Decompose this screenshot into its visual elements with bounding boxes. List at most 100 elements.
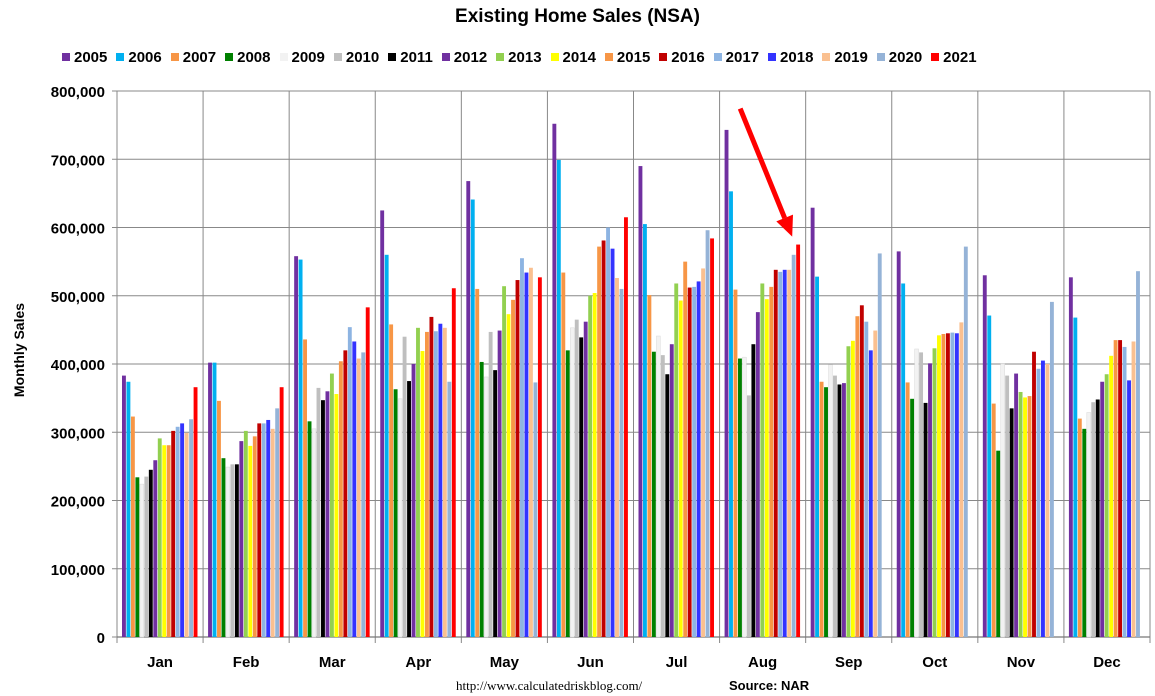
bar-2019-Dec bbox=[1131, 341, 1136, 637]
bar-2016-Sep bbox=[859, 305, 864, 637]
bar-2008-Nov bbox=[996, 450, 1001, 637]
legend-item-2014: 2014 bbox=[550, 49, 596, 66]
bar-2015-May bbox=[511, 299, 515, 637]
bar-2010-Aug bbox=[746, 395, 751, 637]
bar-2015-Jun bbox=[597, 246, 602, 638]
bar-2008-Apr bbox=[393, 389, 398, 637]
legend-swatch bbox=[550, 53, 559, 61]
legend-item-2006: 2006 bbox=[116, 49, 162, 66]
bar-2020-Nov bbox=[1049, 301, 1054, 637]
legend-item-2011: 2011 bbox=[388, 49, 433, 66]
bar-2014-Mar bbox=[334, 394, 339, 637]
bar-2010-Dec bbox=[1091, 402, 1096, 637]
legend-label: 2007 bbox=[182, 48, 217, 66]
bar-2007-Jun bbox=[561, 272, 566, 637]
x-tick-label: Jan bbox=[147, 654, 173, 671]
bar-2011-Jul bbox=[665, 374, 670, 637]
legend-item-2016: 2016 bbox=[659, 49, 705, 66]
bar-2015-Apr bbox=[425, 331, 429, 637]
x-tick-label: Nov bbox=[1007, 654, 1036, 671]
bar-2012-Oct bbox=[928, 363, 932, 637]
y-tick-label: 500,000 bbox=[51, 289, 105, 306]
bar-2010-May bbox=[488, 331, 493, 637]
legend-swatch bbox=[713, 53, 722, 61]
bar-2005-Aug bbox=[724, 129, 729, 637]
legend-swatch bbox=[768, 53, 777, 61]
legend-item-2008: 2008 bbox=[225, 48, 271, 66]
bar-2005-Jan bbox=[122, 375, 126, 637]
bar-2014-Apr bbox=[420, 351, 425, 637]
legend-swatch bbox=[225, 53, 234, 61]
footer-source: Source: NAR bbox=[729, 678, 810, 693]
legend-label: 2008 bbox=[237, 48, 271, 66]
bar-2009-Feb bbox=[225, 466, 231, 638]
bar-2011-May bbox=[493, 370, 498, 637]
legend-item-2019: 2019 bbox=[822, 49, 868, 66]
bar-2016-May bbox=[515, 280, 520, 637]
bar-2006-May bbox=[470, 199, 475, 637]
bar-2019-Apr bbox=[442, 327, 447, 637]
bar-2011-Feb bbox=[234, 464, 239, 637]
bar-2020-Aug bbox=[791, 254, 796, 638]
bar-2016-Mar bbox=[343, 350, 348, 637]
bar-2020-Sep bbox=[877, 253, 882, 637]
bar-2006-Jan bbox=[126, 381, 131, 637]
bar-2007-Sep bbox=[819, 381, 824, 637]
bar-2009-Jan bbox=[139, 483, 145, 638]
bar-2010-Oct bbox=[919, 352, 924, 637]
legend-item-2012: 2012 bbox=[441, 49, 487, 66]
legend-item-2005: 2005 bbox=[62, 49, 107, 66]
bar-2008-Feb bbox=[221, 458, 226, 637]
x-tick-label: Apr bbox=[405, 654, 431, 671]
bar-2008-May bbox=[479, 361, 484, 637]
bar-2019-Jan bbox=[184, 432, 189, 637]
bar-2016-Apr bbox=[429, 316, 434, 637]
footer-url[interactable]: http://www.calculatedriskblog.com/ bbox=[456, 678, 643, 693]
bar-2009-Oct bbox=[914, 348, 919, 638]
bar-2013-Aug bbox=[760, 283, 765, 637]
legend-label: 2009 bbox=[291, 48, 325, 66]
bar-2005-Dec bbox=[1068, 277, 1073, 637]
bar-2018-Nov bbox=[1041, 360, 1045, 637]
bar-2014-Aug bbox=[764, 299, 769, 637]
bar-2015-Nov bbox=[1027, 396, 1032, 637]
bar-2018-Dec bbox=[1127, 380, 1131, 637]
bar-2014-Oct bbox=[937, 335, 941, 637]
bar-2019-Oct bbox=[959, 322, 964, 637]
bar-2007-Feb bbox=[217, 400, 221, 637]
bar-2020-Jun bbox=[619, 288, 624, 637]
bar-2005-Jun bbox=[552, 123, 557, 637]
bar-2016-Jan bbox=[171, 430, 176, 637]
bar-2019-Jul bbox=[701, 268, 706, 637]
bar-2005-Mar bbox=[294, 256, 299, 637]
bar-2005-Apr bbox=[380, 210, 385, 637]
bar-2020-Jan bbox=[189, 419, 194, 637]
legend-swatch bbox=[441, 53, 450, 61]
bar-2012-Apr bbox=[411, 364, 416, 637]
bar-2013-May bbox=[502, 286, 507, 637]
bar-2015-Jan bbox=[166, 445, 171, 637]
bar-2009-Mar bbox=[311, 428, 317, 638]
bar-2009-May bbox=[483, 376, 489, 638]
bar-2013-Apr bbox=[416, 327, 420, 637]
legend-label: 2018 bbox=[780, 48, 814, 66]
bar-2016-Feb bbox=[257, 423, 262, 637]
y-tick-label: 600,000 bbox=[51, 221, 105, 238]
bar-2019-May bbox=[528, 267, 533, 637]
bar-2020-Dec bbox=[1136, 271, 1140, 637]
x-tick-label: Jul bbox=[666, 654, 688, 671]
y-tick-label: 0 bbox=[97, 630, 105, 647]
bar-2009-Apr bbox=[397, 398, 403, 638]
bar-2007-Mar bbox=[303, 339, 307, 637]
legend-label: 2021 bbox=[943, 48, 977, 66]
bar-2008-Jan bbox=[135, 477, 140, 637]
bar-2018-Jul bbox=[696, 281, 701, 637]
bar-2013-Jun bbox=[588, 295, 593, 637]
bar-2005-May bbox=[466, 181, 471, 637]
bar-2008-Dec bbox=[1082, 428, 1087, 637]
bar-2013-Oct bbox=[932, 348, 937, 637]
bar-2013-Jul bbox=[674, 283, 679, 637]
bar-2008-Jun bbox=[565, 350, 570, 637]
bar-2005-Feb bbox=[208, 362, 212, 637]
